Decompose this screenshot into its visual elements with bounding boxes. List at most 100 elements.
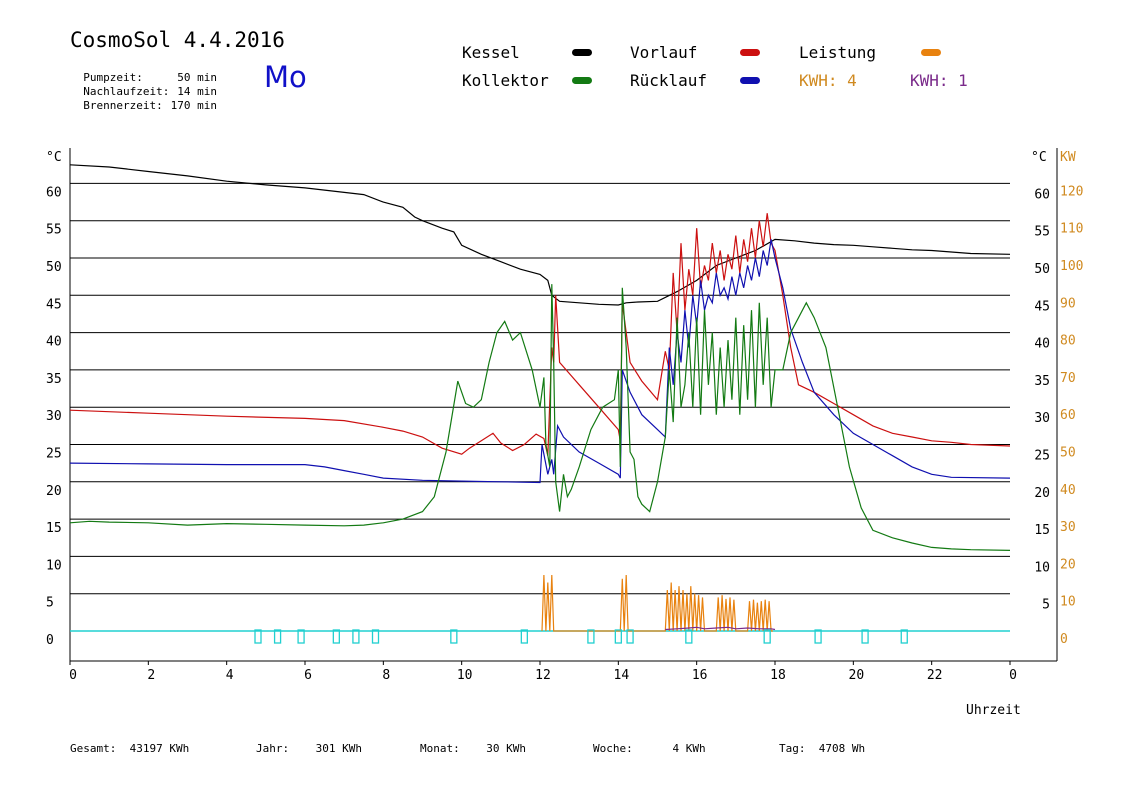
x-tick-label: 0 xyxy=(69,668,77,683)
info-value: 14 min xyxy=(177,85,217,98)
y-tick-label-left: 0 xyxy=(46,633,54,648)
series-line-leistung xyxy=(541,574,773,632)
legend-leistung-swatch xyxy=(921,49,941,56)
y-tick-label-left: 15 xyxy=(46,521,62,536)
y-tick-label-right: 35 xyxy=(1034,374,1050,389)
series-line-kwh-1 xyxy=(665,626,776,631)
y-tick-label-left: 25 xyxy=(46,447,62,462)
y-tick-label-right: 40 xyxy=(1034,337,1050,352)
y-tick-label-left: 35 xyxy=(46,372,62,387)
info-value: 50 min xyxy=(177,71,217,84)
y-tick-label-left: 60 xyxy=(46,185,62,200)
series-line-r-cklauf xyxy=(69,239,1011,484)
info-nachlaufzeit: Nachlaufzeit: 14 min xyxy=(70,72,217,98)
y-tick-label-left: 40 xyxy=(46,335,62,350)
pump-marker xyxy=(273,629,282,644)
footer-value: 43197 KWh xyxy=(129,742,190,755)
kw-tick-label: 60 xyxy=(1060,408,1076,423)
series-line-kessel xyxy=(69,164,1011,306)
info-label: Brennerzeit: xyxy=(83,99,163,112)
x-tick-label: 4 xyxy=(226,668,234,683)
pump-marker xyxy=(763,629,771,644)
y-tick-label-right: 10 xyxy=(1034,560,1050,575)
y-tick-label-left: 50 xyxy=(46,260,62,275)
pump-marker xyxy=(685,629,693,644)
info-brennerzeit: Brennerzeit: 170 min xyxy=(70,86,217,112)
footer-label: Woche: xyxy=(593,742,633,755)
footer-label: Gesamt: xyxy=(70,742,117,755)
x-tick-label: 2 xyxy=(147,668,155,683)
kw-tick-label: 120 xyxy=(1060,184,1083,199)
kw-tick-label: 80 xyxy=(1060,334,1076,349)
y-tick-label-left: 55 xyxy=(46,223,62,238)
series-line-vorlauf xyxy=(69,213,1011,456)
x-tick-label: 10 xyxy=(457,668,473,683)
info-pumpzeit: Pumpzeit: 50 min xyxy=(70,58,217,84)
legend-kwh-total: KWH: 4 xyxy=(799,71,857,90)
y-tick-label-right: 45 xyxy=(1034,299,1050,314)
pump-marker xyxy=(254,629,262,644)
y-tick-label-right: 60 xyxy=(1034,187,1050,202)
x-tick-label: 16 xyxy=(692,668,708,683)
footer-value: 301 KWh xyxy=(315,742,362,755)
legend-kessel-label: Kessel xyxy=(462,43,520,62)
x-tick-label: 20 xyxy=(849,668,865,683)
kw-tick-label: 100 xyxy=(1060,259,1083,274)
footer-label: Monat: xyxy=(420,742,460,755)
kw-tick-label: 10 xyxy=(1060,595,1076,610)
kw-tick-label: 110 xyxy=(1060,222,1083,237)
pump-marker xyxy=(332,629,340,644)
info-label: Nachlaufzeit: xyxy=(83,85,170,98)
page-title: CosmoSol 4.4.2016 xyxy=(70,28,285,52)
pump-marker xyxy=(814,629,822,644)
pump-marker xyxy=(861,629,869,644)
y-tick-label-right: 5 xyxy=(1042,598,1050,613)
y-tick-label-right: 30 xyxy=(1034,411,1050,426)
y-tick-label-right: 55 xyxy=(1034,225,1050,240)
x-tick-label: 8 xyxy=(382,668,390,683)
legend-kollektor-label: Kollektor xyxy=(462,71,549,90)
pump-marker xyxy=(371,629,380,644)
weekday-label: Mo xyxy=(264,60,307,94)
x-tick-label: 14 xyxy=(614,668,630,683)
x-tick-label: 6 xyxy=(304,668,312,683)
footer-gesamt: Gesamt: 43197 KWh xyxy=(70,742,189,755)
x-tick-label: 18 xyxy=(770,668,786,683)
y-tick-label-right: 25 xyxy=(1034,449,1050,464)
legend-leistung-label: Leistung xyxy=(799,43,877,62)
pump-marker xyxy=(614,629,622,644)
x-tick-label: 12 xyxy=(535,668,551,683)
x-tick-label: 22 xyxy=(927,668,943,683)
y-axis-unit-right: °C xyxy=(1031,150,1047,165)
series-line-kollektor xyxy=(69,284,1011,551)
pump-marker xyxy=(900,629,908,644)
legend-kwh-second: KWH: 1 xyxy=(910,71,968,90)
y-tick-label-right: 15 xyxy=(1034,523,1050,538)
legend-kessel-swatch xyxy=(572,49,592,56)
legend-ruecklauf-swatch xyxy=(740,77,760,84)
footer-value: 4708 Wh xyxy=(818,742,866,755)
y-tick-label-left: 30 xyxy=(46,409,62,424)
y-axis-unit-left: °C xyxy=(46,150,62,165)
y-tick-label-right: 20 xyxy=(1034,486,1050,501)
kw-tick-label: 70 xyxy=(1060,371,1076,386)
legend-ruecklauf-label: Rücklauf xyxy=(630,71,708,90)
pump-marker xyxy=(352,629,360,644)
legend-vorlauf-label: Vorlauf xyxy=(630,43,698,62)
footer-jahr: Jahr: 301 KWh xyxy=(256,742,362,755)
y-tick-label-right: 50 xyxy=(1034,262,1050,277)
pump-marker xyxy=(520,629,528,644)
kw-tick-label: 90 xyxy=(1060,296,1076,311)
pump-marker xyxy=(587,629,595,644)
kw-axis-unit: KW xyxy=(1060,150,1076,165)
kw-tick-label: 30 xyxy=(1060,520,1076,535)
kw-tick-label: 40 xyxy=(1060,483,1076,498)
footer-woche: Woche: 4 KWh xyxy=(593,742,706,755)
y-tick-label-left: 45 xyxy=(46,297,62,312)
footer-monat: Monat: 30 KWh xyxy=(420,742,526,755)
pump-marker xyxy=(297,629,305,644)
footer-tag: Tag: 4708 Wh xyxy=(779,742,865,755)
kw-tick-label: 20 xyxy=(1060,557,1076,572)
footer-label: Jahr: xyxy=(256,742,290,755)
